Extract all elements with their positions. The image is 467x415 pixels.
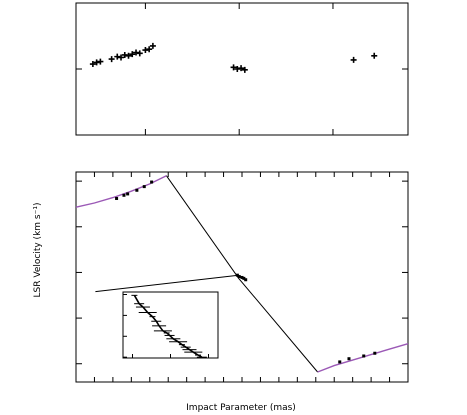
sky-panel xyxy=(75,2,409,136)
data-point-high xyxy=(135,188,139,192)
sky-maser-spot xyxy=(234,66,241,72)
sky-maser-spot xyxy=(350,56,357,63)
data-point-high xyxy=(142,185,146,189)
sky-maser-spot xyxy=(136,50,143,57)
sky-maser-spot xyxy=(108,56,115,63)
sky-maser-spot xyxy=(121,51,128,58)
data-point-center xyxy=(237,275,241,279)
sky-maser-spot xyxy=(89,61,96,68)
sky-maser-spot xyxy=(149,42,156,49)
data-point-high xyxy=(150,180,154,184)
inset-connector-line xyxy=(95,274,239,293)
data-point-high xyxy=(115,196,119,200)
data-point-high xyxy=(122,193,126,197)
sky-maser-spot xyxy=(146,46,153,53)
model-curve-low xyxy=(317,343,409,373)
sky-maser-spot xyxy=(129,51,136,58)
sky-frame xyxy=(75,2,409,136)
data-point-center xyxy=(235,273,239,277)
inset-frame xyxy=(122,291,219,359)
data-point-low xyxy=(338,360,342,364)
sky-maser-spot xyxy=(133,49,140,56)
main-panel xyxy=(75,171,409,383)
data-point-center xyxy=(242,276,246,280)
data-point-low xyxy=(347,357,351,361)
data-point-low xyxy=(373,351,377,355)
sky-maser-spot xyxy=(142,47,149,54)
sky-maser-spot xyxy=(125,52,132,59)
model-curve-high xyxy=(75,175,167,208)
sky-maser-spot xyxy=(97,58,104,65)
sky-maser-spot xyxy=(371,52,378,59)
sky-maser-spot xyxy=(238,65,245,72)
y-axis-label: LSR Velocity (km s⁻¹) xyxy=(33,203,43,298)
sky-maser-spot xyxy=(118,54,125,61)
inset-panel xyxy=(122,291,219,359)
sky-maser-spot xyxy=(241,66,248,73)
data-point-high xyxy=(126,192,130,196)
x-axis-label: Impact Parameter (mas) xyxy=(186,403,296,413)
sky-maser-spot xyxy=(93,59,100,66)
data-point-center xyxy=(244,278,248,282)
sky-maser-spot xyxy=(230,64,237,71)
data-point-center xyxy=(240,275,244,279)
data-point-low xyxy=(362,354,366,358)
sky-maser-spot xyxy=(114,53,121,60)
